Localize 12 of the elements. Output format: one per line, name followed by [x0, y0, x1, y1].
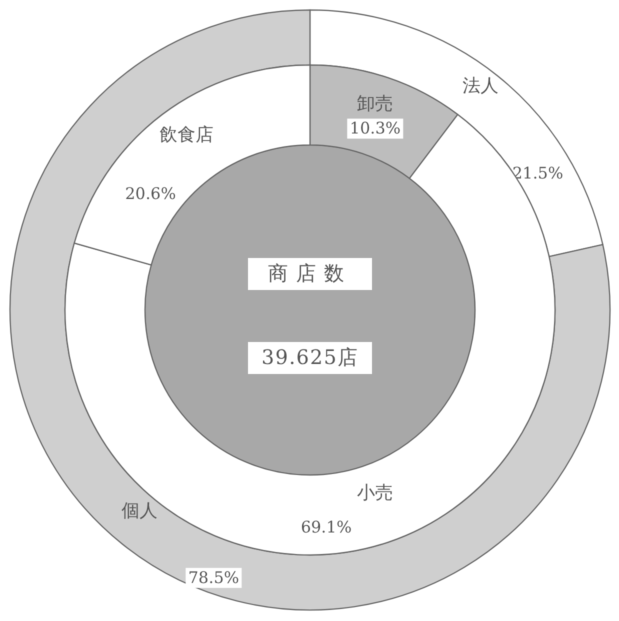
data-label: 78.5%: [188, 568, 240, 587]
data-label: 21.5%: [512, 163, 564, 182]
data-label: 20.6%: [125, 184, 176, 204]
text: 商店数: [268, 261, 352, 285]
text: 39.625店: [262, 345, 358, 369]
slice-label: 卸売: [357, 94, 394, 115]
data-label: 10.3%: [350, 118, 401, 138]
slice-label: 法人: [462, 75, 498, 96]
slice-label: 飲食店: [159, 124, 214, 146]
slice-label: 小売: [357, 482, 394, 504]
data-label: 69.1%: [300, 517, 352, 536]
slice-label: 個人: [122, 500, 158, 522]
